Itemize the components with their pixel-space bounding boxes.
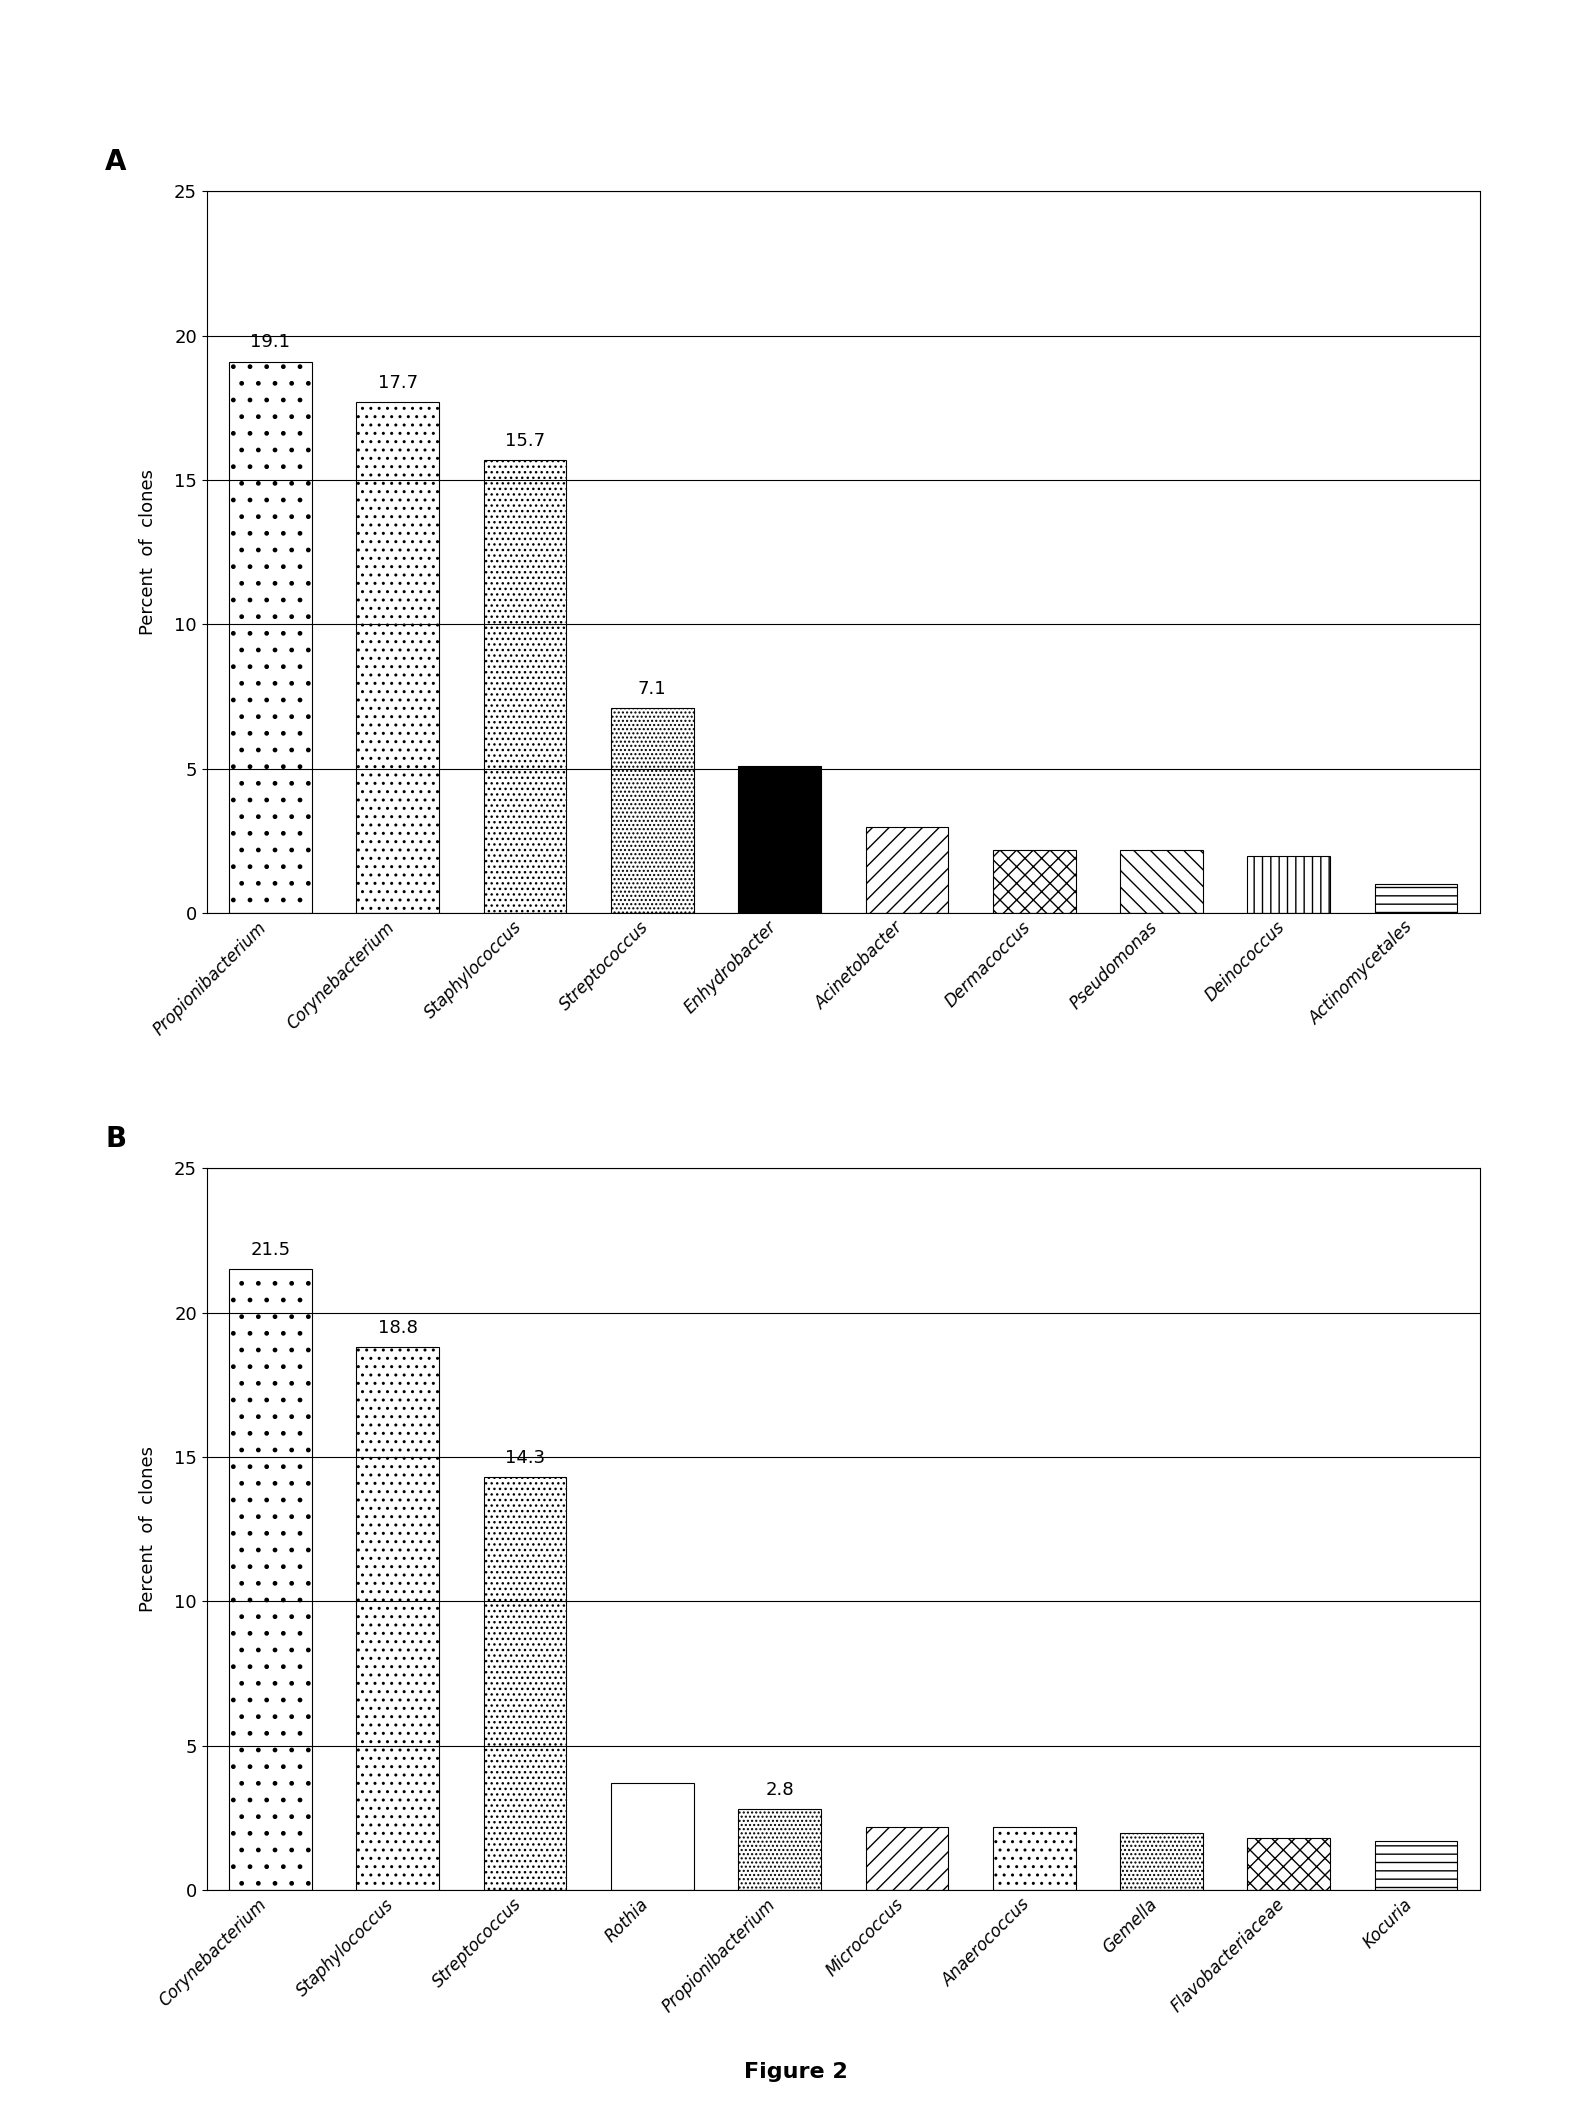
Bar	[1247, 1839, 1330, 1890]
Y-axis label: Percent  of  clones: Percent of clones	[140, 469, 158, 635]
Bar	[1375, 1842, 1457, 1890]
Bar	[356, 401, 439, 913]
Bar	[1120, 1833, 1203, 1890]
Bar	[484, 1478, 566, 1890]
Text: 2.8: 2.8	[765, 1782, 794, 1799]
Bar	[866, 826, 948, 913]
Bar	[229, 1270, 312, 1890]
Text: B: B	[105, 1126, 126, 1153]
Bar	[866, 1827, 948, 1890]
Bar	[484, 459, 566, 913]
Text: 17.7: 17.7	[377, 374, 418, 393]
Text: A: A	[105, 149, 127, 176]
Bar	[993, 850, 1076, 913]
Text: 18.8: 18.8	[377, 1319, 418, 1338]
Bar	[611, 1784, 694, 1890]
Bar	[738, 767, 821, 913]
Text: 15.7: 15.7	[504, 431, 546, 450]
Bar	[229, 361, 312, 913]
Bar	[1247, 856, 1330, 913]
Bar	[1375, 884, 1457, 913]
Text: 21.5: 21.5	[250, 1240, 291, 1260]
Text: 14.3: 14.3	[504, 1449, 546, 1468]
Text: Figure 2: Figure 2	[743, 2062, 848, 2082]
Bar	[356, 1347, 439, 1890]
Text: 19.1: 19.1	[250, 333, 291, 350]
Bar	[738, 1810, 821, 1890]
Bar	[993, 1827, 1076, 1890]
Bar	[611, 707, 694, 913]
Y-axis label: Percent  of  clones: Percent of clones	[140, 1446, 158, 1612]
Bar	[1120, 850, 1203, 913]
Text: 7.1: 7.1	[638, 680, 667, 699]
